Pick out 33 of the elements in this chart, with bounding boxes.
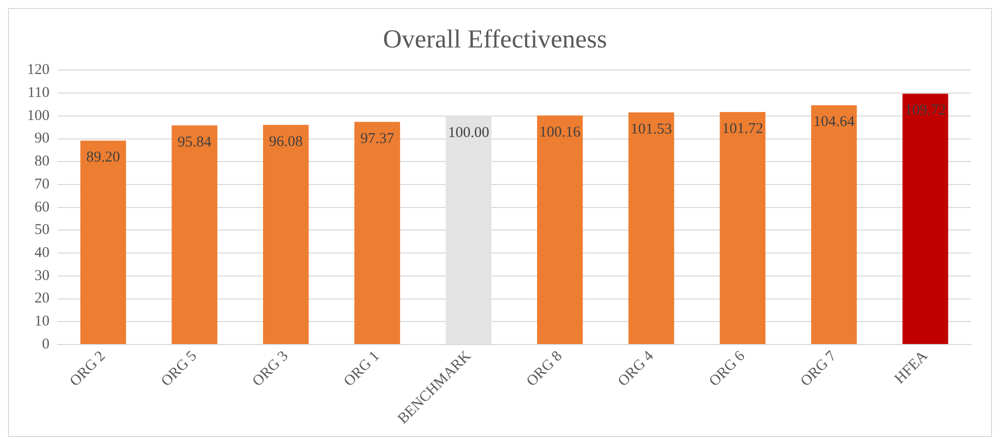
y-tick-label: 50 [34,222,50,238]
bar [811,105,857,344]
y-tick-label: 70 [34,176,50,192]
bar [263,124,309,344]
y-tick-label: 40 [34,245,50,262]
data-label: 101.72 [722,120,764,137]
y-tick-label: 90 [34,130,50,147]
bar [628,112,674,344]
bar [354,122,400,344]
data-label: 96.08 [269,134,303,150]
y-tick-label: 80 [34,154,50,170]
data-label: 104.64 [813,114,856,130]
y-tick-label: 0 [42,336,50,352]
bar [80,140,126,344]
y-tick-label: 30 [34,268,50,284]
data-label: 89.20 [86,150,120,166]
bar [537,116,583,344]
data-label: 100.00 [448,124,490,141]
data-label: 101.53 [630,121,672,138]
y-tick-label: 100 [27,108,50,124]
bar [720,112,766,344]
y-tick-label: 20 [34,290,50,307]
y-tick-label: 110 [28,84,50,101]
y-tick-label: 10 [34,314,50,330]
y-tick-label: 60 [34,199,50,216]
chart-title: Overall Effectiveness [382,24,608,54]
bar [172,125,218,344]
data-label: 97.37 [360,130,395,147]
bar [902,94,948,344]
data-label: 100.16 [539,124,582,140]
data-label: 109.72 [904,102,946,119]
data-label: 95.84 [178,134,212,150]
y-tick-label: 120 [27,62,50,78]
